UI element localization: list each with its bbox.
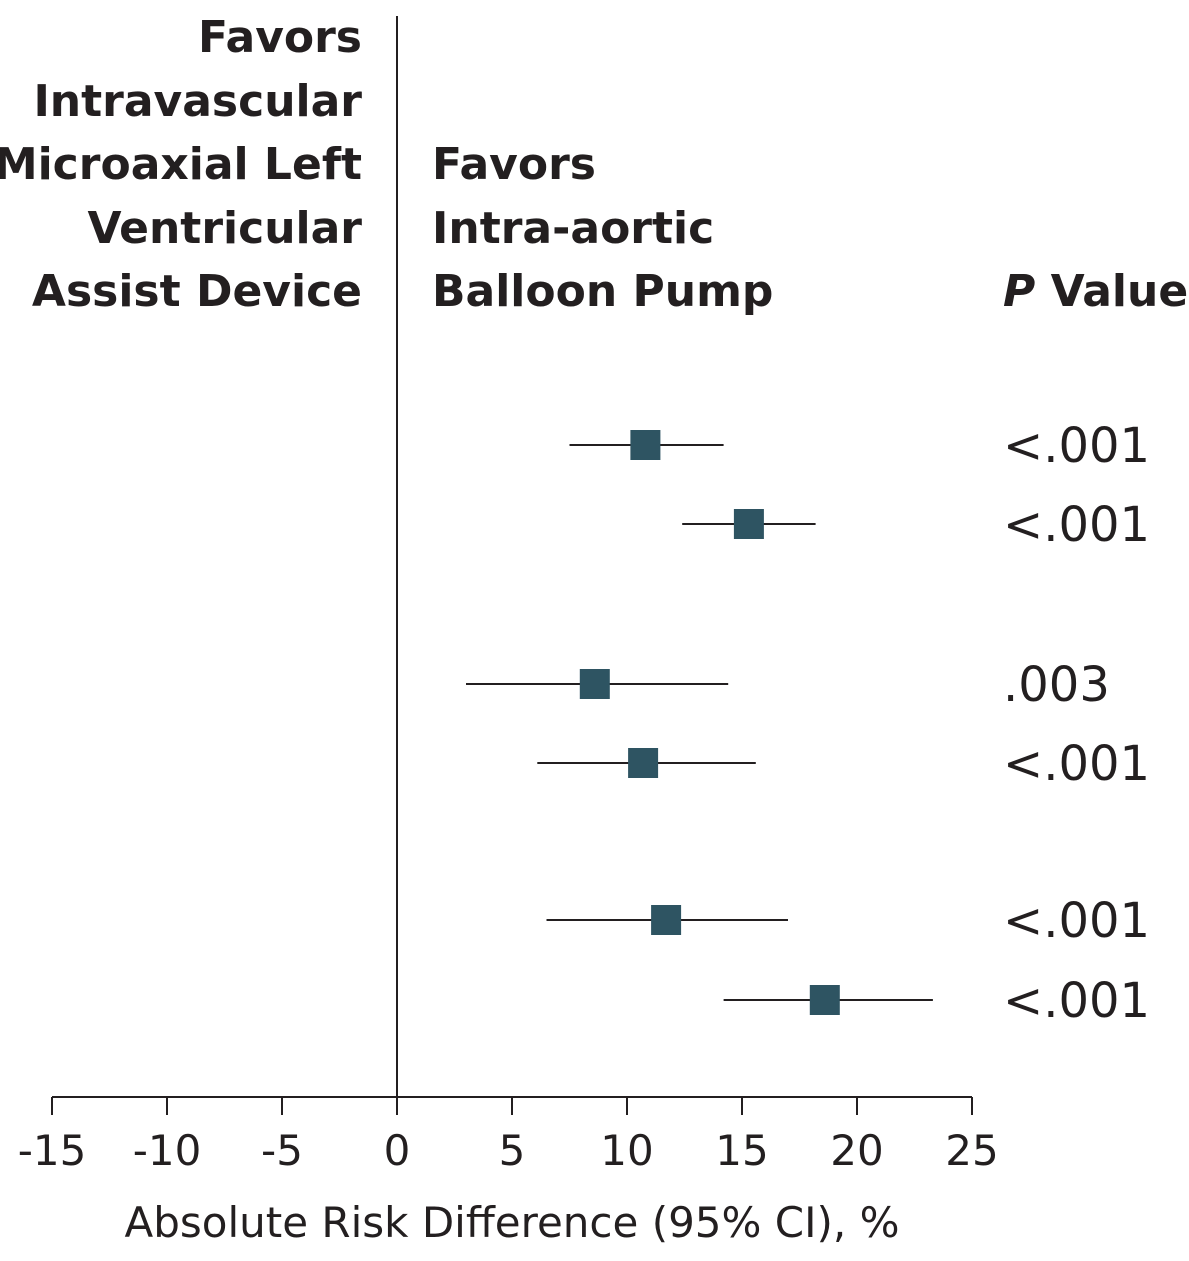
x-tick-label: 0: [384, 1126, 411, 1175]
p-value-label: <.001: [1003, 736, 1150, 792]
point-estimate-marker: [579, 669, 610, 699]
point-estimate-marker: [651, 905, 682, 935]
p-value-label: .003: [1003, 657, 1110, 713]
estimate-row: [682, 509, 816, 539]
x-tick-label: 10: [600, 1126, 653, 1175]
x-axis-label: Absolute Risk Difference (95% CI), %: [125, 1198, 900, 1247]
point-estimate-marker: [733, 509, 764, 539]
point-estimate-marker: [630, 430, 661, 460]
point-estimate-marker: [628, 748, 659, 778]
left-header-line-2: Intravascular: [33, 76, 362, 127]
x-tick-label: 25: [945, 1126, 998, 1175]
p-value-header-rest: Value: [1035, 266, 1188, 317]
left-header-line-4: Ventricular: [87, 203, 362, 254]
p-value-header-italic: P: [1003, 266, 1035, 317]
p-value-label: <.001: [1003, 973, 1150, 1029]
x-tick-label: -10: [133, 1126, 202, 1175]
estimate-row: [546, 905, 788, 935]
x-tick-label: 15: [715, 1126, 768, 1175]
right-header: Favors Intra-aortic Balloon Pump: [432, 139, 773, 317]
estimate-row: [466, 669, 729, 699]
p-value-label: <.001: [1003, 418, 1150, 474]
x-axis: -15 -10 -5 0 5 10 15 20 25: [18, 1096, 999, 1175]
x-tick-label: -5: [261, 1126, 303, 1175]
estimate-row: [537, 748, 756, 778]
left-header-line-3: Microaxial Left: [0, 139, 362, 190]
x-tick-label: 5: [499, 1126, 526, 1175]
p-value-header: P Value: [1003, 266, 1188, 317]
p-value-label: <.001: [1003, 893, 1150, 949]
p-value-label: <.001: [1003, 497, 1150, 553]
estimate-rows: [466, 430, 933, 1015]
point-estimate-marker: [809, 985, 840, 1015]
x-tick-label: -15: [18, 1126, 87, 1175]
left-header: Favors Intravascular Microaxial Left Ven…: [0, 12, 362, 317]
estimate-row: [569, 430, 724, 460]
right-header-line-1: Favors: [432, 139, 596, 190]
x-tick-label: 20: [830, 1126, 883, 1175]
right-header-line-2: Intra-aortic: [432, 203, 714, 254]
p-value-column: <.001 <.001 .003 <.001 <.001 <.001: [1003, 418, 1150, 1029]
left-header-line-1: Favors: [198, 12, 362, 63]
estimate-row: [723, 985, 933, 1015]
left-header-line-5: Assist Device: [32, 266, 362, 317]
right-header-line-3: Balloon Pump: [432, 266, 773, 317]
